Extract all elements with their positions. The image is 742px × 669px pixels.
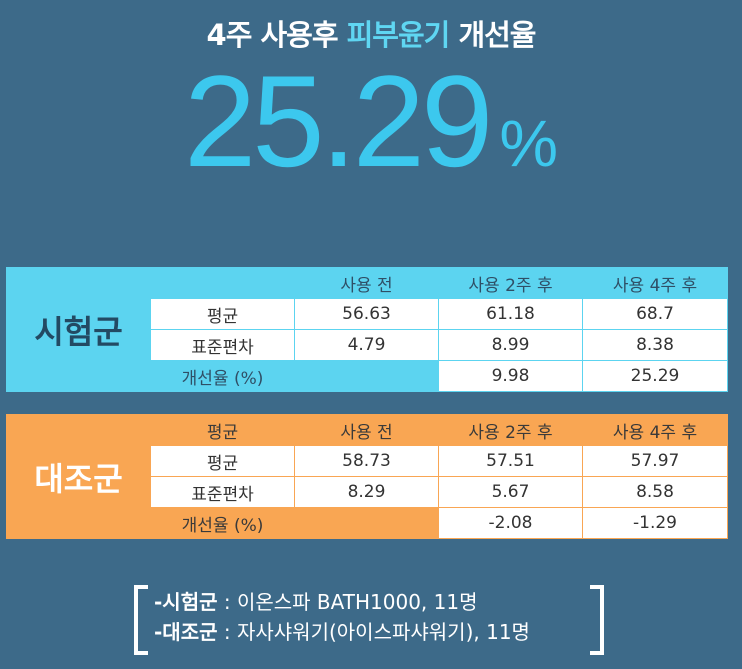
- study-note: -시험군 : 이온스파 BATH1000, 11명 -대조군 : 자사샤워기(아…: [134, 585, 604, 655]
- control-group-table: 평균 사용 전 사용 2주 후 사용 4주 후 대조군 평균 58.73 57.…: [6, 414, 728, 539]
- column-header: 사용 4주 후: [582, 267, 728, 299]
- table-cell: 4.79: [294, 329, 439, 361]
- column-header: 평균: [150, 414, 295, 446]
- result-unit: %: [499, 106, 558, 180]
- test-group-table: 사용 전 사용 2주 후 사용 4주 후 시험군 평균 56.63 61.18 …: [6, 267, 728, 392]
- improvement-label: 개선율 (%): [6, 507, 439, 539]
- note-line-test: -시험군 : 이온스파 BATH1000, 11명: [154, 587, 530, 617]
- table-cell: -1.29: [582, 507, 728, 539]
- table-header-row: 평균 사용 전 사용 2주 후 사용 4주 후: [6, 414, 728, 446]
- table-cell: 8.99: [438, 329, 583, 361]
- row-label: 표준편차: [150, 329, 295, 361]
- column-header: 사용 4주 후: [582, 414, 728, 446]
- header-blank: [6, 267, 295, 299]
- row-label: 표준편차: [150, 476, 295, 508]
- table-cell: 56.63: [294, 298, 439, 330]
- improvement-label: 개선율 (%): [6, 360, 439, 392]
- headline-pre: 4주 사용후: [206, 18, 347, 52]
- table-row: 대조군 평균 58.73 57.51 57.97: [6, 445, 728, 508]
- improvement-row: 개선율 (%) -2.08 -1.29: [6, 507, 728, 539]
- improvement-row: 개선율 (%) 9.98 25.29: [6, 360, 728, 392]
- table-header-row: 사용 전 사용 2주 후 사용 4주 후: [6, 267, 728, 299]
- note-text-test: : 이온스파 BATH1000, 11명: [217, 590, 478, 614]
- table-cell: 25.29: [582, 360, 728, 392]
- column-header: 사용 2주 후: [438, 414, 583, 446]
- column-header: 사용 전: [294, 414, 439, 446]
- left-bracket: [134, 585, 148, 655]
- note-line-control: -대조군 : 자사샤워기(아이스파샤워기), 11명: [154, 617, 530, 647]
- table-cell: 8.58: [582, 476, 728, 508]
- note-lines: -시험군 : 이온스파 BATH1000, 11명 -대조군 : 자사샤워기(아…: [154, 587, 530, 647]
- group-label: 대조군: [6, 445, 151, 508]
- column-header: 사용 2주 후: [438, 267, 583, 299]
- table-cell: 5.67: [438, 476, 583, 508]
- table-cell: 68.7: [582, 298, 728, 330]
- headline-post: 개선율: [449, 18, 536, 52]
- table-row: 표준편차 4.79 8.99 8.38: [7, 329, 728, 361]
- table-cell: 61.18: [438, 298, 583, 330]
- row-label: 평균: [150, 298, 295, 330]
- table-row: 시험군 평균 56.63 61.18 68.7: [6, 298, 728, 361]
- table-cell: 58.73: [294, 445, 439, 477]
- table-row: 표준편차 8.29 5.67 8.58: [7, 476, 728, 508]
- table-cell: 57.51: [438, 445, 583, 477]
- group-label: 시험군: [6, 298, 151, 361]
- column-header: 사용 전: [294, 267, 439, 299]
- table-cell: 57.97: [582, 445, 728, 477]
- note-label-control: -대조군: [154, 620, 218, 644]
- note-text-control: : 자사샤워기(아이스파샤워기), 11명: [217, 620, 530, 644]
- headline-highlight: 피부윤기: [346, 18, 451, 52]
- right-bracket: [590, 585, 604, 655]
- header-blank: [6, 414, 151, 446]
- row-label: 평균: [150, 445, 295, 477]
- table-cell: 9.98: [438, 360, 583, 392]
- note-label-test: -시험군: [154, 590, 218, 614]
- table-cell: 8.29: [294, 476, 439, 508]
- result-value: 25.29%: [0, 46, 742, 196]
- table-cell: -2.08: [438, 507, 583, 539]
- headline: 4주 사용후 피부윤기 개선율: [0, 12, 742, 54]
- result-number: 25.29: [183, 48, 493, 194]
- table-cell: 8.38: [582, 329, 728, 361]
